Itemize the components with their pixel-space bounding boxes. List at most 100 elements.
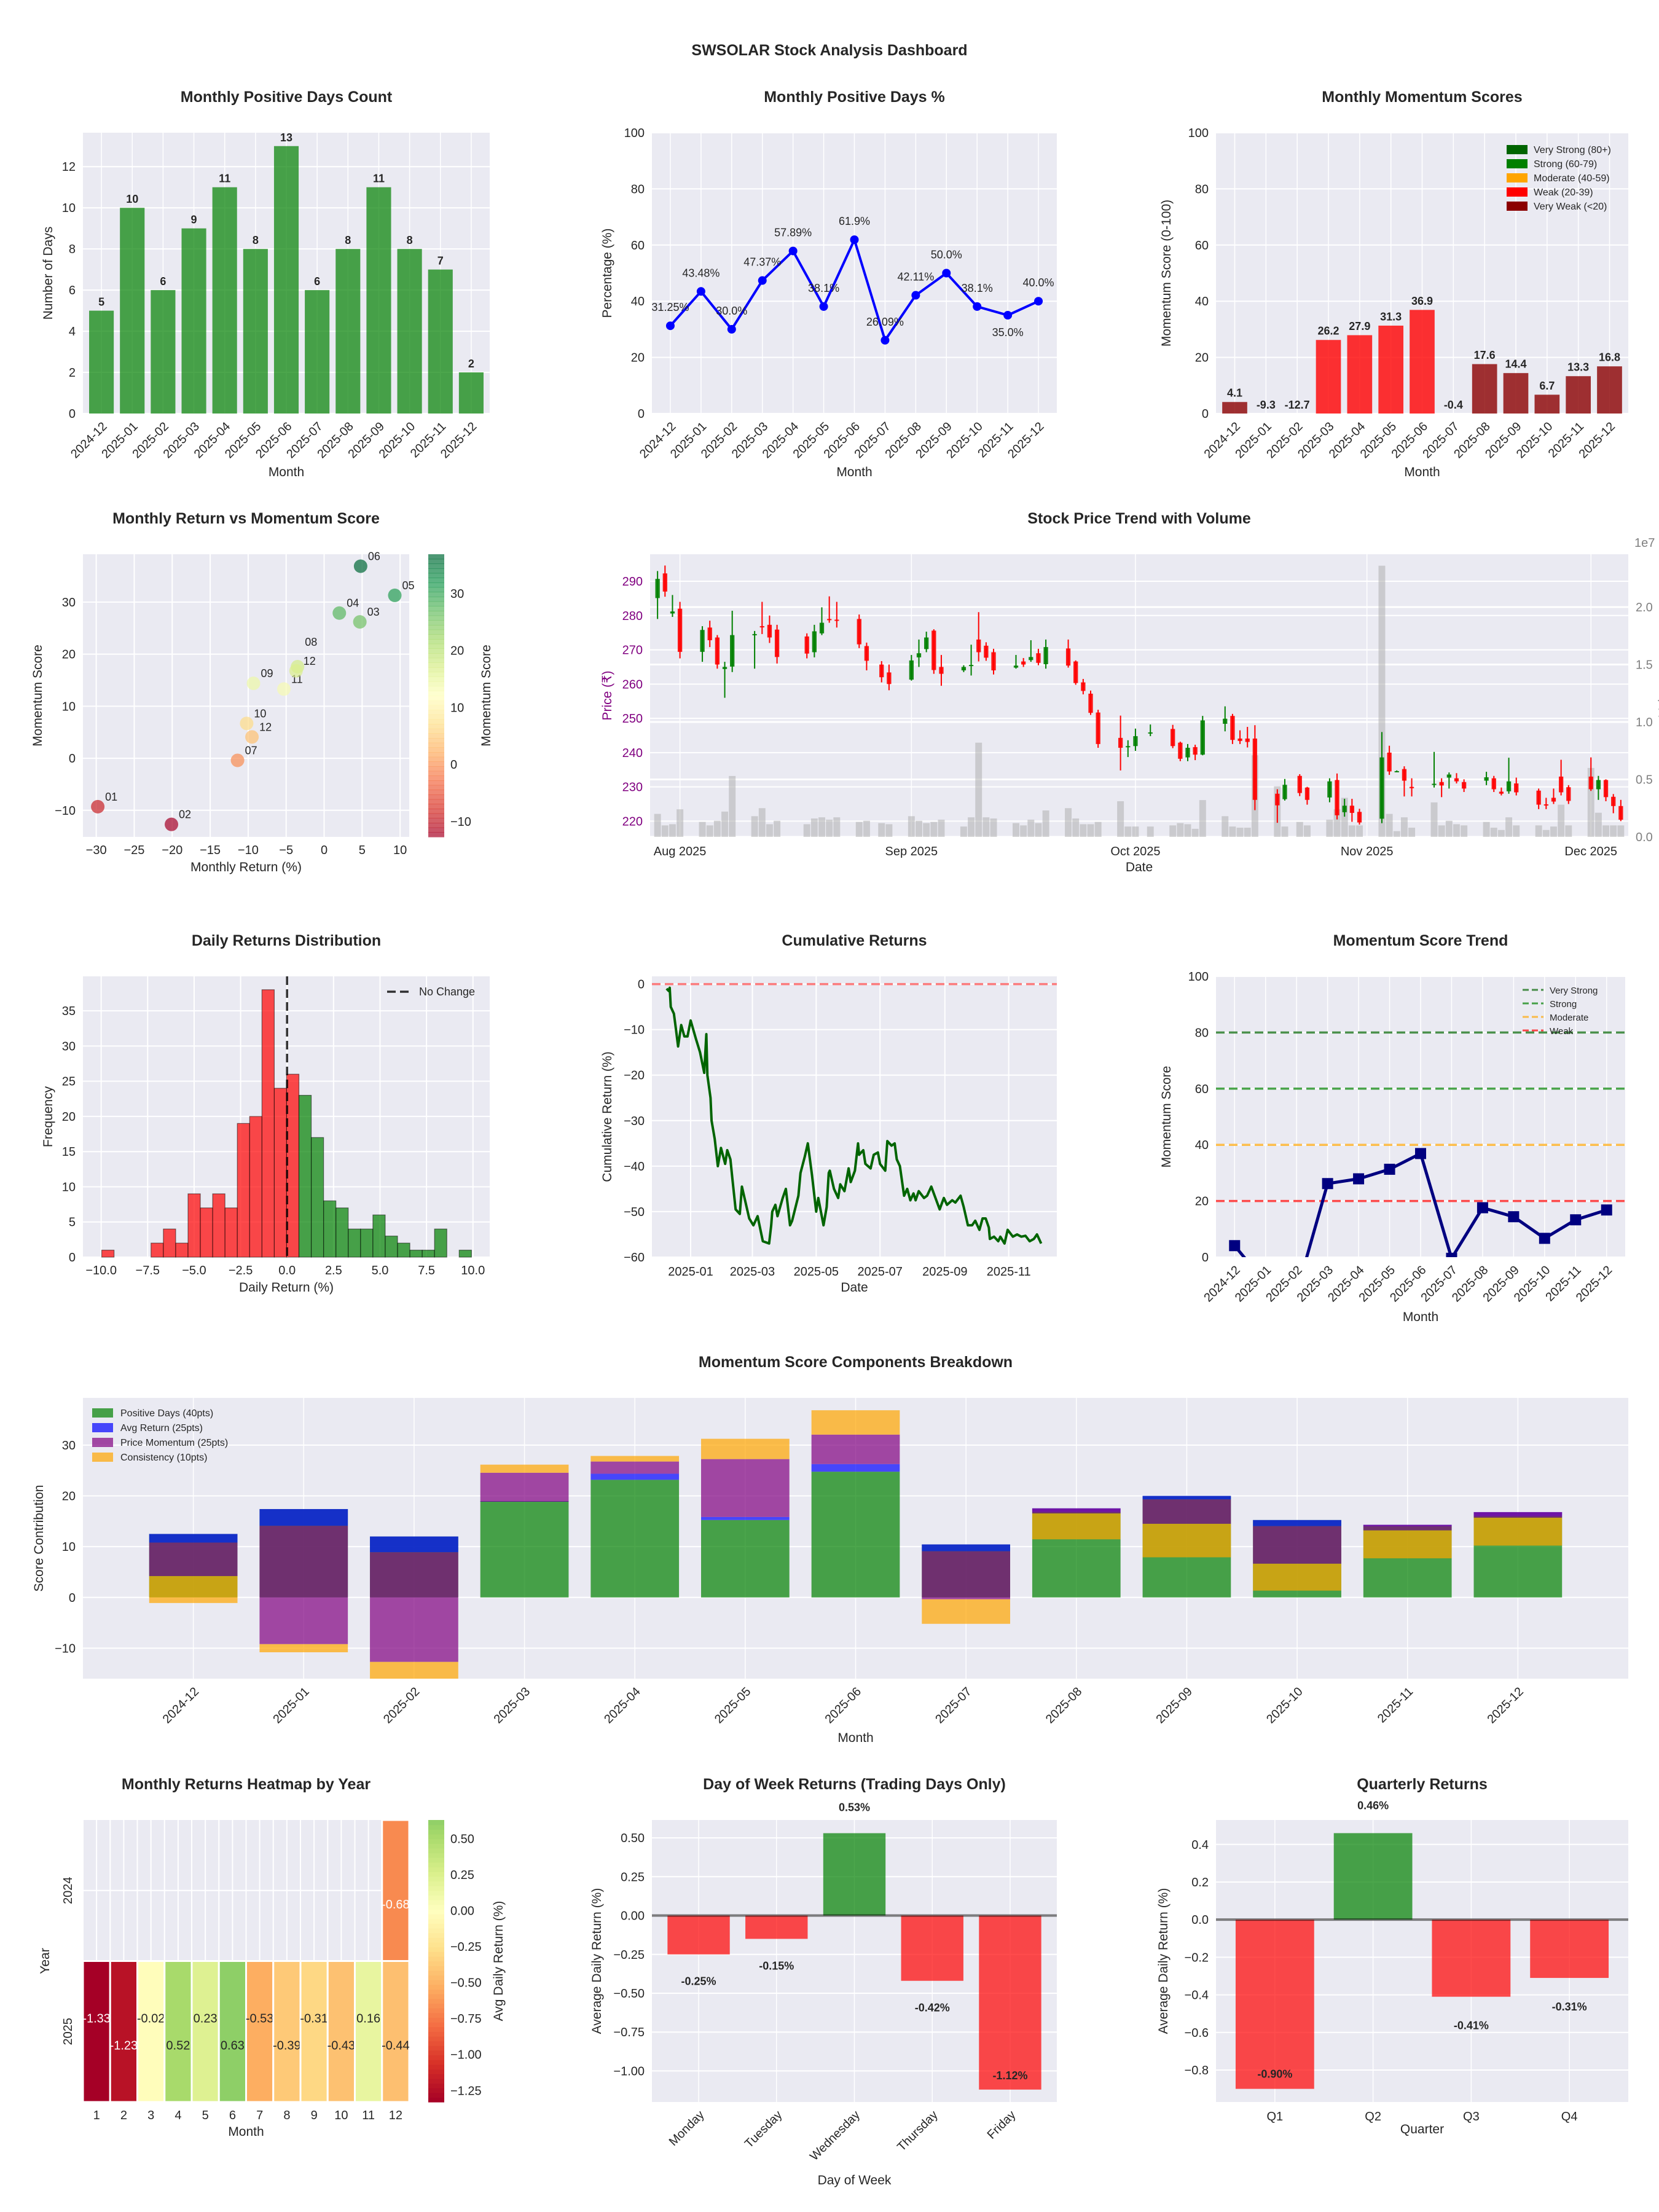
trend-marker: [1601, 1204, 1612, 1216]
volume-bar: [1490, 828, 1497, 837]
y-tick-label: 220: [622, 815, 643, 828]
bar: [243, 249, 268, 414]
x-tick-label: 7: [256, 2109, 263, 2122]
legend-label: Consistency (10pts): [120, 1453, 207, 1463]
volume-bar: [1236, 828, 1244, 837]
x-tick-label: Q3: [1463, 2110, 1480, 2124]
candle-body: [984, 645, 989, 658]
candlestick: [715, 635, 720, 669]
x-tick-label: −2.5: [229, 1264, 253, 1277]
data-point: [819, 302, 828, 311]
volume-bar: [751, 816, 758, 837]
y-tick-label: 10: [62, 700, 76, 713]
component-bar: [922, 1599, 1010, 1624]
y-tick-label: 0.00: [621, 1910, 645, 1923]
chart-title: Stock Price Trend with Volume: [1027, 510, 1251, 527]
bar-value-label: -0.42%: [915, 2002, 950, 2014]
candlestick: [1349, 799, 1354, 822]
legend-swatch: [92, 1453, 113, 1462]
data-point: [727, 324, 736, 334]
plot-area: [83, 554, 409, 837]
candlestick: [931, 629, 936, 674]
component-bar: [480, 1472, 569, 1502]
candlestick: [984, 642, 989, 661]
scatter-point: [289, 664, 303, 678]
candlestick: [707, 621, 712, 648]
y-tick-label: 0: [638, 407, 645, 421]
y-tick-label: 100: [1188, 970, 1209, 984]
volume-tick-label: 0.0: [1636, 831, 1653, 844]
colorbar-segment: [428, 601, 444, 606]
colorbar-segment: [428, 1862, 444, 1868]
y-axis-label: Momentum Score (0-100): [1159, 200, 1174, 347]
point-label: 43.48%: [682, 267, 720, 279]
trend-marker: [1322, 1178, 1333, 1190]
colorbar-segment: [428, 648, 444, 654]
x-tick-label: 2025-11: [987, 1265, 1031, 1279]
y-tick-label: 0.50: [621, 1832, 645, 1845]
x-tick-label: 12: [389, 2109, 402, 2122]
volume-bar: [908, 816, 915, 837]
candle-body: [1566, 787, 1571, 801]
candlestick: [730, 611, 735, 672]
candlestick: [1618, 799, 1623, 822]
candle-body: [707, 627, 712, 640]
heatmap-cell: [381, 1960, 410, 2103]
colorbar-tick-label: −0.25: [450, 1940, 482, 1954]
volume-bar: [1453, 824, 1460, 837]
colorbar-segment: [428, 2045, 444, 2051]
x-axis-label: Month: [1404, 465, 1440, 479]
candlestick: [887, 664, 892, 691]
volume-bar: [1184, 824, 1191, 837]
colorbar-segment: [428, 832, 444, 837]
bar: [305, 290, 330, 414]
x-tick-label: Q1: [1267, 2110, 1284, 2124]
cell-value-label: 0.23: [194, 2012, 218, 2025]
candle-body: [1611, 796, 1616, 806]
bar-value-label: 9: [191, 214, 197, 226]
volume-bar: [1408, 828, 1416, 837]
candle-body: [1118, 737, 1123, 748]
x-tick-label: 2025-03: [730, 1265, 775, 1279]
volume-bar: [1035, 823, 1042, 837]
bar: [1347, 335, 1373, 414]
volume-bar: [1191, 828, 1199, 837]
x-tick-label: 4: [175, 2109, 181, 2122]
heatmap-cell: [326, 1960, 356, 2103]
colorbar-segment: [428, 756, 444, 762]
heatmap-cell: [136, 1960, 166, 2103]
y-tick-label: −0.75: [613, 2026, 645, 2039]
bar: [120, 208, 145, 414]
legend-swatch: [1507, 202, 1528, 211]
candle-body: [774, 629, 780, 657]
candle-body: [767, 624, 772, 638]
component-bar: [1253, 1563, 1341, 1591]
volume-bar: [803, 824, 810, 837]
bar-value-label: -12.7: [1285, 399, 1310, 411]
y-tick-label: 10: [62, 1180, 76, 1194]
y-tick-label: −0.50: [613, 1987, 645, 2001]
trend-marker: [1539, 1233, 1550, 1244]
cell-value-label: -0.02: [137, 2012, 165, 2025]
y-tick-label: 20: [1195, 351, 1209, 365]
volume-tick-label: 0.5: [1636, 774, 1653, 787]
x-tick-label: Q4: [1561, 2110, 1578, 2124]
volume-bar: [818, 817, 825, 837]
bar-value-label: 16.8: [1599, 351, 1620, 364]
candlestick: [1491, 775, 1496, 792]
price-volume-candlestick-chart: 220 230 240 250 260 270 280 290 Stock Price Tren…: [600, 510, 1659, 874]
histogram-bar: [434, 1228, 447, 1258]
bar-value-label: 7: [437, 255, 444, 267]
colorbar-segment: [428, 1867, 444, 1872]
candlestick: [879, 661, 884, 683]
candlestick: [1327, 778, 1332, 802]
component-bar: [149, 1542, 238, 1577]
candle-body: [834, 619, 839, 621]
x-tick-label: 2025-09: [922, 1265, 967, 1279]
colorbar-segment: [428, 573, 444, 578]
y-tick-label: −0.6: [1185, 2026, 1209, 2040]
colorbar-segment: [428, 639, 444, 645]
volume-tick-label: 1.5: [1636, 659, 1653, 672]
colorbar-segment: [428, 724, 444, 729]
y-tick-label: 80: [1195, 182, 1209, 196]
